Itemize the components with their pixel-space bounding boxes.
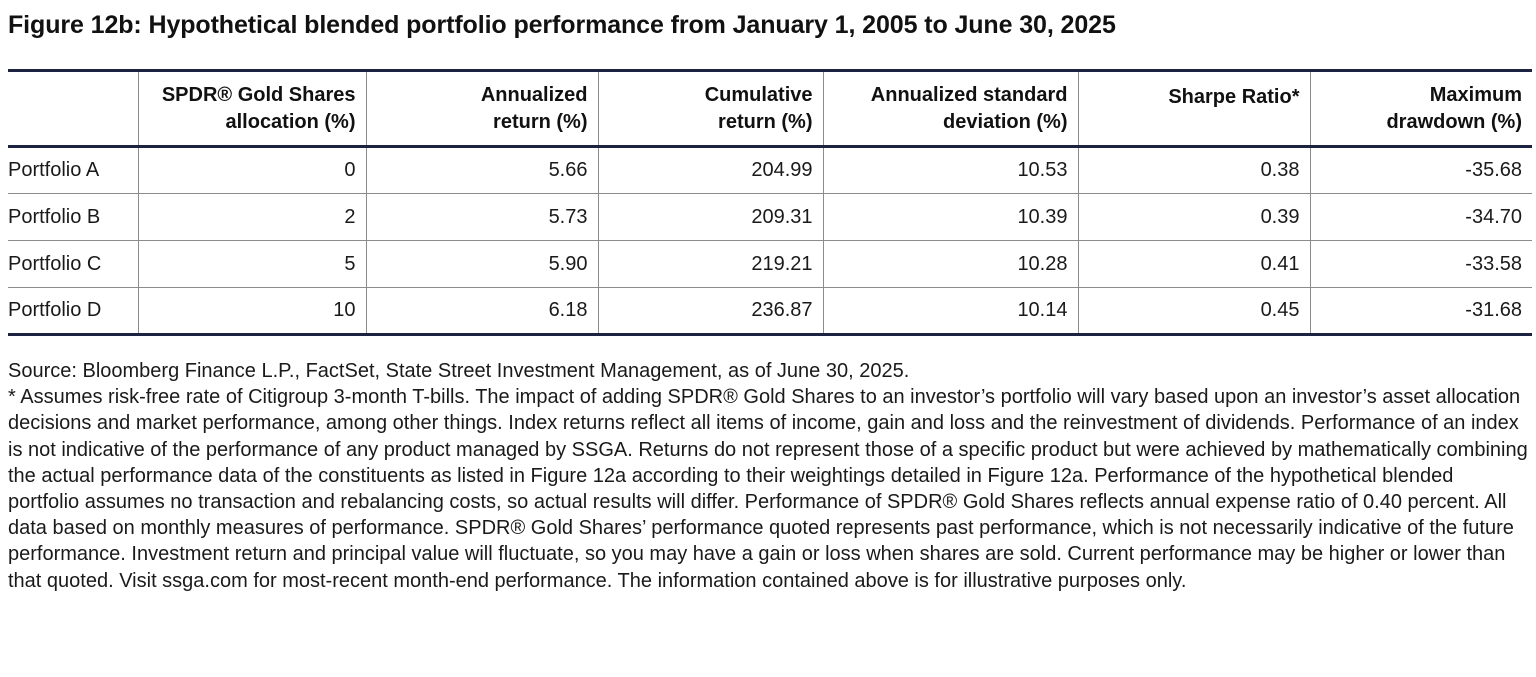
row-label: Portfolio D bbox=[8, 287, 138, 336]
cell-cumulative-return: 219.21 bbox=[597, 240, 823, 288]
header-line: drawdown (%) bbox=[1386, 110, 1522, 133]
cell-gold-allocation: 10 bbox=[137, 287, 366, 336]
cell-annualized-return: 5.66 bbox=[365, 146, 598, 194]
table-row: Portfolio D 10 6.18 236.87 10.14 0.45 -3… bbox=[8, 287, 1532, 336]
cell-std-dev: 10.39 bbox=[822, 193, 1078, 241]
table-row: Portfolio C 5 5.90 219.21 10.28 0.41 -33… bbox=[8, 240, 1532, 288]
cell-cumulative-return: 236.87 bbox=[597, 287, 823, 336]
header-line: Annualized bbox=[480, 83, 588, 106]
row-label: Portfolio C bbox=[8, 240, 138, 288]
header-max-drawdown: Maximum drawdown (%) bbox=[1309, 69, 1532, 148]
cell-std-dev: 10.53 bbox=[822, 146, 1078, 194]
header-portfolio bbox=[8, 69, 138, 148]
header-line: Maximum bbox=[1429, 83, 1522, 106]
cell-sharpe-ratio: 0.39 bbox=[1077, 193, 1310, 241]
header-sharpe-ratio: Sharpe Ratio* bbox=[1077, 69, 1310, 148]
header-line: Annualized standard bbox=[870, 83, 1068, 106]
row-label: Portfolio B bbox=[8, 193, 138, 241]
header-gold-allocation: SPDR® Gold Shares allocation (%) bbox=[137, 69, 366, 148]
cell-max-drawdown: -31.68 bbox=[1309, 287, 1532, 336]
cell-max-drawdown: -33.58 bbox=[1309, 240, 1532, 288]
cell-sharpe-ratio: 0.41 bbox=[1077, 240, 1310, 288]
table-row: Portfolio B 2 5.73 209.31 10.39 0.39 -34… bbox=[8, 193, 1532, 241]
header-line: Cumulative bbox=[704, 83, 813, 106]
cell-sharpe-ratio: 0.45 bbox=[1077, 287, 1310, 336]
header-line: SPDR® Gold Shares bbox=[161, 83, 356, 106]
header-cumulative-return: Cumulative return (%) bbox=[597, 69, 823, 148]
performance-table: SPDR® Gold Shares allocation (%) Annuali… bbox=[8, 69, 1532, 336]
cell-annualized-return: 5.73 bbox=[365, 193, 598, 241]
cell-max-drawdown: -35.68 bbox=[1309, 146, 1532, 194]
cell-gold-allocation: 0 bbox=[137, 146, 366, 194]
cell-gold-allocation: 2 bbox=[137, 193, 366, 241]
figure-title: Figure 12b: Hypothetical blended portfol… bbox=[8, 11, 1116, 39]
header-annualized-return: Annualized return (%) bbox=[365, 69, 598, 148]
cell-max-drawdown: -34.70 bbox=[1309, 193, 1532, 241]
disclaimer-note: * Assumes risk-free rate of Citigroup 3-… bbox=[8, 386, 1528, 592]
table-row: Portfolio A 0 5.66 204.99 10.53 0.38 -35… bbox=[8, 146, 1532, 194]
cell-annualized-return: 5.90 bbox=[365, 240, 598, 288]
cell-cumulative-return: 204.99 bbox=[597, 146, 823, 194]
table-header-row: SPDR® Gold Shares allocation (%) Annuali… bbox=[8, 69, 1532, 148]
cell-annualized-return: 6.18 bbox=[365, 287, 598, 336]
cell-std-dev: 10.28 bbox=[822, 240, 1078, 288]
header-line: allocation (%) bbox=[225, 110, 356, 133]
header-line: Sharpe Ratio* bbox=[1168, 86, 1300, 108]
cell-sharpe-ratio: 0.38 bbox=[1077, 146, 1310, 194]
header-annualized-std-dev: Annualized standard deviation (%) bbox=[822, 69, 1078, 148]
header-line: return (%) bbox=[718, 110, 813, 133]
cell-gold-allocation: 5 bbox=[137, 240, 366, 288]
cell-std-dev: 10.14 bbox=[822, 287, 1078, 336]
source-note: Source: Bloomberg Finance L.P., FactSet,… bbox=[8, 360, 910, 382]
footnotes: Source: Bloomberg Finance L.P., FactSet,… bbox=[8, 358, 1528, 594]
header-line: return (%) bbox=[493, 110, 588, 133]
header-line: deviation (%) bbox=[943, 110, 1068, 133]
row-label: Portfolio A bbox=[8, 146, 138, 194]
cell-cumulative-return: 209.31 bbox=[597, 193, 823, 241]
